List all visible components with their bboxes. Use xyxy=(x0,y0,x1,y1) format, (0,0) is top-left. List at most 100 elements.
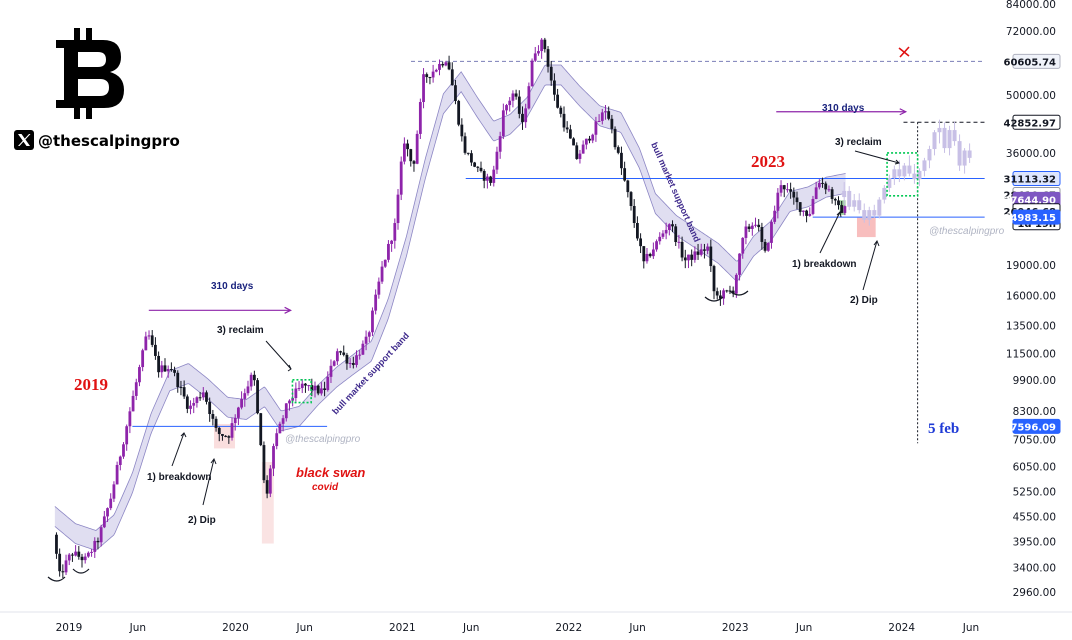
candle-body xyxy=(671,224,674,227)
bull-market-support-band xyxy=(54,64,846,551)
reclaim-label-2023: 3) reclaim xyxy=(835,137,882,148)
price-label-value: 27644.90 xyxy=(1003,195,1056,206)
candle-body xyxy=(600,112,604,121)
candle-body xyxy=(722,290,725,299)
candle-body xyxy=(696,251,700,255)
bottom-curve-icon xyxy=(704,296,724,302)
candle-body xyxy=(843,206,847,213)
candle-body xyxy=(339,351,342,353)
time-tick-label: Jun xyxy=(962,622,979,634)
candle-body xyxy=(243,393,247,399)
candle-body xyxy=(125,426,129,445)
candle-body xyxy=(115,464,119,485)
candle-body xyxy=(332,361,336,366)
candles xyxy=(55,37,847,578)
candle-body xyxy=(693,251,697,260)
candle-body xyxy=(176,372,180,388)
candle-body xyxy=(412,161,416,164)
projection-candles xyxy=(842,119,972,226)
candle-body xyxy=(514,93,518,97)
candle-body xyxy=(195,397,199,404)
candle-body xyxy=(406,143,409,150)
candle-body xyxy=(304,383,307,386)
arrowhead-icon xyxy=(899,108,908,116)
dip-pointer-2019 xyxy=(202,458,215,506)
candle-body xyxy=(288,400,291,404)
projection-body xyxy=(852,200,857,207)
candle-body xyxy=(511,93,515,101)
candle-body xyxy=(492,169,496,183)
candle-body xyxy=(629,192,633,207)
candle-body xyxy=(728,290,732,292)
candle-body xyxy=(450,69,454,86)
candle-body xyxy=(680,241,684,258)
time-tick-label: Jun xyxy=(296,622,313,634)
candle-body xyxy=(58,553,62,572)
candle-body xyxy=(485,176,489,181)
candle-body xyxy=(90,551,93,553)
candle-body xyxy=(374,294,378,311)
candle-body xyxy=(482,170,486,181)
price-label-box xyxy=(1012,418,1061,434)
price-tick-label: 2960.00 xyxy=(1013,587,1056,599)
candle-body xyxy=(221,434,224,436)
candle-body xyxy=(731,290,735,294)
candle-body xyxy=(211,414,215,419)
candle-body xyxy=(616,147,620,153)
candle-body xyxy=(648,253,652,257)
price-label-value: 24983.15 xyxy=(1003,213,1056,224)
reclaim-box-2024 xyxy=(886,152,919,197)
candle-body xyxy=(409,149,413,162)
price-label-value: 42852.97 xyxy=(1003,118,1056,129)
price-tick-label: 13500.00 xyxy=(1006,320,1056,332)
candle-body xyxy=(185,396,189,409)
candle-body xyxy=(163,365,167,372)
candle-body xyxy=(61,571,65,573)
candle-body xyxy=(466,152,470,154)
candle-body xyxy=(147,335,151,337)
candle-body xyxy=(597,120,601,122)
candle-body xyxy=(642,246,646,262)
year-2019-label: 2019 xyxy=(74,375,108,394)
price-label-value: 7596.09 xyxy=(1010,422,1056,433)
candle-body xyxy=(786,189,789,191)
price-label-value: 60605.74 xyxy=(1003,57,1056,68)
projection-body xyxy=(847,190,852,207)
candle-body xyxy=(734,274,738,294)
time-tick-label: 2019 xyxy=(56,622,83,634)
candle-body xyxy=(102,516,106,528)
candle-body xyxy=(581,144,585,154)
candle-body xyxy=(329,365,333,377)
projection-body xyxy=(932,132,937,150)
candle-body xyxy=(620,152,623,169)
covid-zone xyxy=(261,462,274,544)
candle-body xyxy=(763,241,767,251)
projection-body xyxy=(887,178,892,188)
candle-body xyxy=(833,198,837,201)
time-tick-label: 2020 xyxy=(222,622,249,634)
candle-body xyxy=(387,243,390,260)
candle-body xyxy=(383,259,387,267)
candle-body xyxy=(687,254,690,261)
arrowhead-icon xyxy=(873,239,880,247)
candle-body xyxy=(134,382,138,396)
bitcoin-logo-icon xyxy=(56,28,124,119)
candle-body xyxy=(578,153,582,159)
projection-body xyxy=(842,190,847,198)
candle-body xyxy=(473,162,477,167)
candle-body xyxy=(355,355,358,365)
candle-body xyxy=(463,136,467,153)
price-tick-label: 72000.00 xyxy=(1006,26,1056,38)
time-tick-label: 2023 xyxy=(722,622,749,634)
projection-body xyxy=(897,169,902,177)
breakdown-label-2023: 1) breakdown xyxy=(792,259,856,270)
candle-body xyxy=(415,133,419,164)
candle-body xyxy=(664,229,668,234)
time-tick-label: 2021 xyxy=(389,622,416,634)
candle-body xyxy=(594,121,598,135)
price-tick-label: 7050.00 xyxy=(1013,434,1056,446)
candle-body xyxy=(307,385,311,387)
projection-body xyxy=(912,173,917,180)
candle-body xyxy=(651,249,655,257)
candle-body xyxy=(262,445,266,481)
